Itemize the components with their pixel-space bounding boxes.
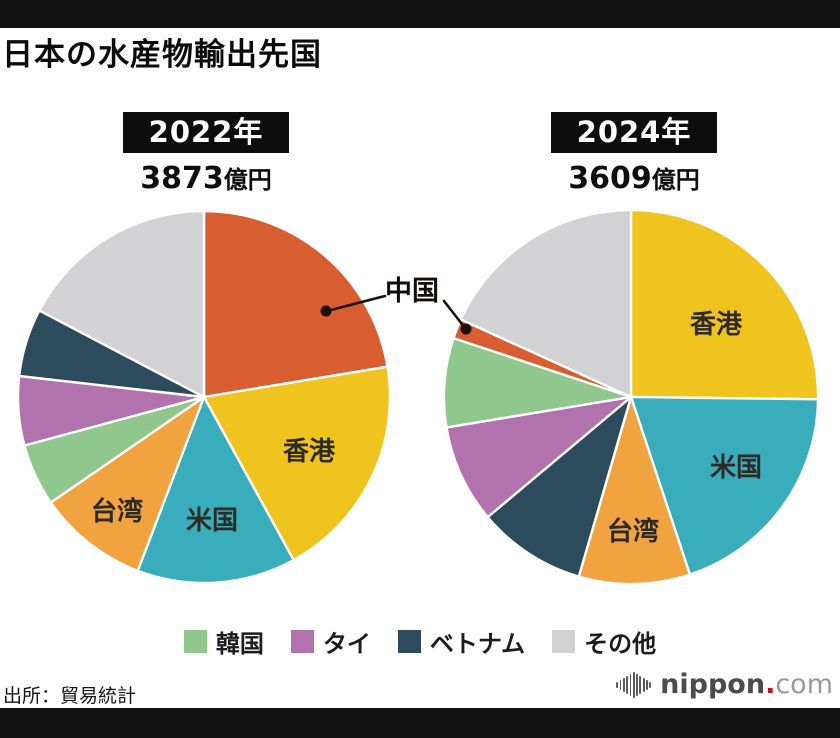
slice-label-taiwan-2024年: 台湾 — [607, 516, 659, 547]
soundwave-bars-icon — [616, 672, 652, 698]
legend: 韓国 タイ ベトナム その他 — [0, 624, 840, 659]
slice-vietnam-2024年 — [486, 395, 633, 578]
annotation-dot-right — [460, 323, 472, 335]
total-unit-2022: 億円 — [223, 166, 272, 194]
total-amount-2024: 3609億円 — [551, 160, 717, 196]
slice-others-2024年 — [459, 208, 633, 399]
legend-swatch-thailand — [290, 630, 314, 653]
legend-label-others: その他 — [584, 630, 657, 658]
slice-china-2022年 — [202, 209, 389, 399]
nippon-logo: nippon.com — [616, 670, 833, 700]
slice-hongkong-2022年 — [202, 365, 392, 562]
bottom-letterbox-bar — [0, 708, 840, 738]
legend-swatch-others — [552, 630, 576, 653]
annotation-label-china: 中国 — [385, 276, 439, 307]
annotation-dot-left — [320, 305, 332, 317]
slice-usa-2024年 — [629, 395, 820, 576]
slice-label-taiwan-2022年: 台湾 — [91, 496, 143, 527]
legend-label-vietnam: ベトナム — [429, 630, 526, 658]
slice-label-hongkong-2022年: 香港 — [283, 437, 336, 467]
china-annotation: 中国 — [320, 276, 472, 335]
legend-label-korea: 韓国 — [215, 630, 264, 658]
slice-hongkong-2024年 — [629, 208, 820, 401]
chart-header-2022: 2022年 3873億円 — [123, 112, 289, 196]
legend-swatch-vietnam — [397, 630, 421, 653]
legend-item-vietnam: ベトナム — [397, 624, 526, 659]
slice-label-usa-2022年: 米国 — [186, 506, 238, 536]
slice-label-hongkong-2024年: 香港 — [690, 310, 743, 340]
legend-item-thailand: タイ — [290, 624, 371, 659]
logo-dot: . — [765, 669, 776, 700]
legend-item-others: その他 — [552, 624, 656, 659]
legend-swatch-korea — [183, 630, 207, 653]
nippon-logo-text: nippon.com — [660, 670, 833, 700]
total-value-2022: 3873 — [140, 161, 224, 196]
slice-taiwan-2024年 — [577, 395, 692, 586]
total-unit-2024: 億円 — [651, 166, 700, 194]
total-amount-2022: 3873億円 — [123, 160, 289, 196]
total-value-2024: 3609 — [568, 161, 652, 196]
slice-usa-2022年 — [136, 395, 295, 585]
annotation-line-left — [325, 294, 387, 313]
logo-name: nippon — [660, 669, 766, 700]
year-badge-2022: 2022年 — [123, 112, 289, 153]
page-title: 日本の水産物輸出先国 — [2, 37, 322, 73]
slice-thailand-2024年 — [445, 395, 633, 519]
legend-label-thailand: タイ — [322, 630, 371, 658]
slice-taiwan-2022年 — [49, 395, 206, 572]
slice-others-2022年 — [38, 209, 206, 399]
annotation-line-right — [442, 299, 467, 330]
slice-label-usa-2024年: 米国 — [710, 453, 762, 483]
top-letterbox-bar — [0, 0, 840, 28]
logo-tld: com — [775, 669, 833, 700]
chart-header-2024: 2024年 3609億円 — [551, 112, 717, 196]
year-badge-2024: 2024年 — [551, 112, 717, 153]
legend-item-korea: 韓国 — [183, 624, 264, 659]
source-note: 出所：貿易統計 — [3, 685, 137, 707]
